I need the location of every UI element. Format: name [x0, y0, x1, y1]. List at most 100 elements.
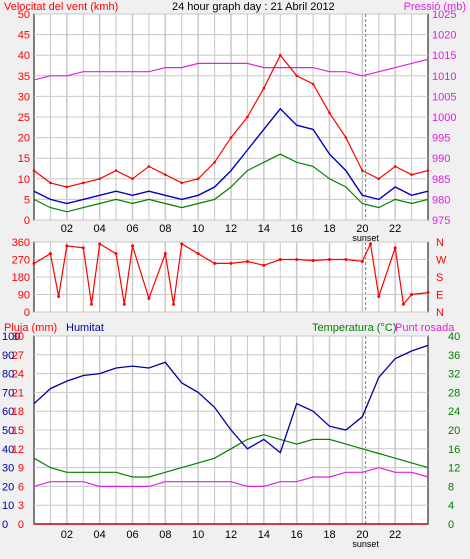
wind-gust-point	[81, 181, 85, 185]
direction-tick-label: 90	[18, 290, 30, 302]
wind-gust-point	[410, 173, 413, 176]
direction-point	[131, 244, 134, 248]
pressure-tick-label: 1010	[432, 71, 456, 83]
wind-tick-label: 15	[18, 153, 30, 165]
direction-point	[172, 302, 176, 306]
humidity-x-tick-label: 18	[323, 529, 335, 541]
rain-tick-label: 18	[12, 406, 24, 418]
wind-x-tick-label: 22	[389, 223, 401, 235]
direction-point	[122, 302, 126, 306]
direction-point	[229, 261, 233, 265]
wind-gust-point	[295, 74, 298, 78]
pressure-axis-title: Pressió (mb)	[404, 1, 466, 13]
wind-x-tick-label: 02	[61, 223, 73, 235]
wind-gust-point	[98, 177, 101, 181]
direction-point	[328, 258, 331, 261]
wind-tick-label: 50	[18, 9, 30, 21]
direction-tick-label: 0	[24, 307, 30, 319]
direction-point	[48, 252, 52, 256]
pressure-tick-label: 1015	[432, 50, 456, 62]
wind-x-tick-label: 04	[94, 223, 106, 235]
direction-point	[311, 258, 315, 262]
graph-title: 24 hour graph day : 21 Abril 2012	[172, 1, 335, 13]
wind-tick-label: 35	[18, 71, 30, 83]
direction-point	[369, 242, 373, 246]
direction-point	[410, 293, 414, 296]
humidity-x-tick-label: 20	[356, 529, 368, 541]
wind-gust-point	[32, 169, 36, 172]
rain-tick-label: 15	[12, 425, 24, 437]
humidity-tick-label: 10	[2, 500, 14, 512]
humidity-tick-label: 0	[2, 519, 8, 531]
wind-gust-point	[311, 82, 315, 86]
humidity-line	[33, 344, 429, 454]
wind-gust-point	[377, 177, 381, 181]
wind-axis-title: Velocitat del vent (kmh)	[4, 1, 118, 13]
direction-point	[213, 261, 217, 265]
humidity-tick-label: 30	[2, 463, 14, 475]
humidity-tick-label: 40	[2, 444, 14, 456]
wind-x-tick-label: 18	[323, 223, 335, 235]
direction-point	[344, 258, 348, 261]
wind-x-tick-label: 08	[159, 223, 171, 235]
direction-point	[65, 244, 69, 248]
direction-point	[262, 263, 266, 267]
wind-x-tick-label: 20	[356, 223, 368, 235]
temperature-tick-label: 20	[448, 425, 460, 437]
direction-point	[278, 258, 282, 261]
temperature-tick-label: 40	[448, 331, 460, 343]
direction-point	[196, 252, 200, 256]
wind-gust-point	[393, 165, 397, 168]
temperature-tick-label: 12	[448, 463, 460, 475]
humidity-tick-label: 20	[2, 481, 14, 493]
humidity-x-tick-label: 08	[159, 529, 171, 541]
wind-x-tick-label: 14	[258, 223, 270, 235]
pressure-line	[33, 58, 429, 81]
wind-tick-label: 0	[24, 215, 30, 227]
direction-point	[147, 296, 151, 300]
pressure-tick-label: 1005	[432, 91, 456, 103]
direction-tick-label: 360	[12, 237, 30, 249]
wind-gust-point	[229, 136, 233, 139]
wind-gust-point	[180, 181, 184, 185]
pressure-tick-label: 975	[432, 215, 450, 227]
rain-tick-label: 6	[18, 481, 24, 493]
direction-point	[163, 252, 167, 256]
rain-tick-label: 12	[12, 444, 24, 456]
wind-gust-point	[65, 185, 69, 189]
wind-x-tick-label: 10	[192, 223, 204, 235]
humidity-x-tick-label: 06	[126, 529, 138, 541]
wind-gust-point	[328, 111, 331, 115]
pressure-tick-label: 1020	[432, 30, 456, 42]
dewpoint-axis-title: Punt rosada	[395, 322, 455, 334]
wind-gust-point	[49, 181, 52, 185]
direction-compass-label: S	[436, 272, 443, 284]
temperature-tick-label: 4	[448, 500, 454, 512]
direction-point	[32, 261, 36, 265]
humidity-x-tick-label: 04	[94, 529, 106, 541]
direction-point	[377, 294, 381, 298]
temperature-tick-label: 0	[448, 519, 454, 531]
rain-tick-label: 3	[18, 500, 24, 512]
wind-tick-label: 30	[18, 91, 30, 103]
pressure-tick-label: 1000	[432, 112, 456, 124]
wind-gust-point	[196, 177, 200, 181]
dewpoint-line	[33, 466, 429, 487]
wind-gust-point	[426, 169, 430, 172]
rain-tick-label: 30	[12, 331, 24, 343]
humidity-x-tick-label: 14	[258, 529, 270, 541]
wind-tick-label: 20	[18, 133, 30, 145]
humidity-tick-label: 70	[2, 387, 14, 399]
rain-tick-label: 21	[12, 387, 24, 399]
humidity-tick-label: 100	[2, 331, 20, 343]
rain-tick-label: 0	[18, 519, 24, 531]
wind-gust-point	[246, 115, 249, 119]
humidity-x-tick-label: 16	[291, 529, 303, 541]
wind-gust-point	[361, 169, 364, 172]
temperature-tick-label: 24	[448, 406, 460, 418]
direction-compass-label: W	[436, 255, 447, 267]
pressure-tick-label: 1025	[432, 9, 456, 21]
temperature-tick-label: 16	[448, 444, 460, 456]
wind-gust-point	[164, 173, 167, 176]
